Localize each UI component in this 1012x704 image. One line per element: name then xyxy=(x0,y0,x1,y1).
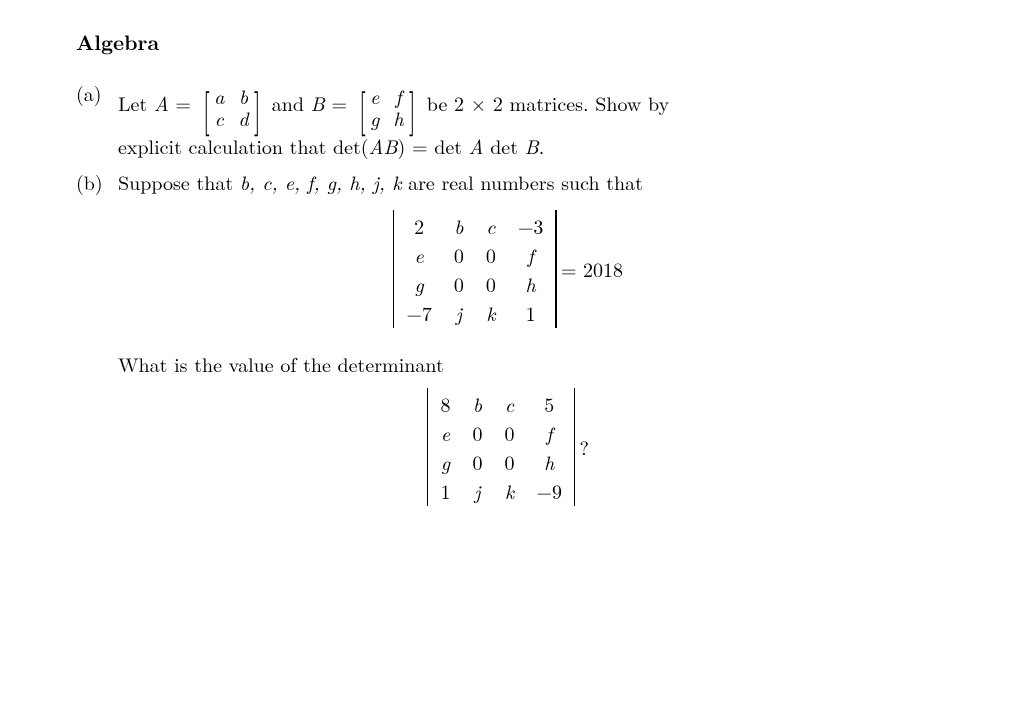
be-text: be 2 × 2 matrices. Show by xyxy=(420,88,669,117)
question-mark: ? xyxy=(579,433,588,461)
det1-rhs: = 2018 xyxy=(561,255,623,283)
vbar2-right-icon xyxy=(574,388,575,506)
matA-10: c xyxy=(214,107,224,129)
m1-00: 2 xyxy=(406,214,432,237)
question-text: What is the value of the determinant xyxy=(76,350,936,378)
var-B: B xyxy=(311,88,325,117)
m2-22: 0 xyxy=(504,450,514,473)
suppose-text: Suppose that xyxy=(118,167,240,196)
matrix-B: [efgh] xyxy=(356,85,418,130)
and-text: and xyxy=(265,88,311,117)
part-a-content: Let A = [abcd] and B = [efgh] be 2 × 2 m… xyxy=(118,79,936,159)
determinant-2: 8 b c 5 e 0 0 f g 0 0 h 1 j k −9 xyxy=(76,388,936,512)
m2-13: f xyxy=(536,421,562,444)
m1-02: c xyxy=(486,214,496,237)
var-A2: A xyxy=(469,131,484,160)
m2-12: 0 xyxy=(504,421,514,444)
m1-03: −3 xyxy=(518,214,544,237)
rbracket2-icon: ] xyxy=(408,85,415,130)
determinant-1: 2 b c −3 e 0 0 f g 0 0 h −7 j k 1 xyxy=(76,210,936,334)
m1-12: 0 xyxy=(486,243,496,266)
m1-30: −7 xyxy=(406,301,432,324)
part-a: (a) Let A = [abcd] and B = [efgh] be 2 ×… xyxy=(76,79,936,159)
det-matrix-2: 8 b c 5 e 0 0 f g 0 0 h 1 j k −9 xyxy=(427,388,575,506)
m1-13: f xyxy=(518,243,544,266)
vbar-right-icon xyxy=(555,210,556,328)
section-title: Algebra xyxy=(76,28,936,57)
eq2: = xyxy=(325,88,354,117)
var-list: b, c, e, f, g, h, j, k xyxy=(240,167,402,196)
page: Algebra (a) Let A = [abcd] and B = [efgh… xyxy=(0,0,1012,704)
m2-20: g xyxy=(440,450,450,473)
lbracket-icon: [ xyxy=(202,85,209,130)
m2-03: 5 xyxy=(536,392,562,415)
tail-text: are real numbers such that xyxy=(401,167,642,196)
m1-01: b xyxy=(454,214,464,237)
matA-11: d xyxy=(238,107,248,129)
m2-11: 0 xyxy=(472,421,482,444)
det2: det xyxy=(484,131,525,160)
m1-10: e xyxy=(406,243,432,266)
m1-33: 1 xyxy=(518,301,544,324)
part-b: (b) Suppose that b, c, e, f, g, h, j, k … xyxy=(76,168,936,196)
m2-23: h xyxy=(536,450,562,473)
matB-10: g xyxy=(370,107,379,129)
part-a-label: (a) xyxy=(76,79,118,107)
m2-30: 1 xyxy=(440,479,450,502)
m1-20: g xyxy=(406,272,432,295)
m2-33: −9 xyxy=(536,479,562,502)
m1-32: k xyxy=(486,301,496,324)
m2-32: k xyxy=(504,479,514,502)
m1-23: h xyxy=(518,272,544,295)
m1-11: 0 xyxy=(454,243,464,266)
part-a-line2: explicit calculation that det(AB) = det … xyxy=(118,132,936,160)
rbracket-icon: ] xyxy=(253,85,260,130)
m1-31: j xyxy=(454,301,464,324)
explicit-text: explicit calculation that det( xyxy=(118,131,369,160)
m2-21: 0 xyxy=(472,450,482,473)
lbracket2-icon: [ xyxy=(358,85,365,130)
m2-01: b xyxy=(472,392,482,415)
m2-31: j xyxy=(472,479,482,502)
m1-21: 0 xyxy=(454,272,464,295)
let-text: Let xyxy=(118,88,154,117)
det-matrix-1: 2 b c −3 e 0 0 f g 0 0 h −7 j k 1 xyxy=(393,210,557,328)
period: . xyxy=(539,131,545,160)
m2-10: e xyxy=(440,421,450,444)
part-b-label: (b) xyxy=(76,168,118,196)
part-a-line1: Let A = [abcd] and B = [efgh] be 2 × 2 m… xyxy=(118,79,936,129)
m2-02: c xyxy=(504,392,514,415)
matrix-A: [abcd] xyxy=(200,85,264,130)
var-AB: AB xyxy=(369,131,398,160)
var-A: A xyxy=(154,88,169,117)
matB-11: h xyxy=(393,107,403,129)
var-B2: B xyxy=(525,131,539,160)
m1-22: 0 xyxy=(486,272,496,295)
part-b-content: Suppose that b, c, e, f, g, h, j, k are … xyxy=(118,168,936,196)
eq1: = xyxy=(169,88,198,117)
m2-00: 8 xyxy=(440,392,450,415)
